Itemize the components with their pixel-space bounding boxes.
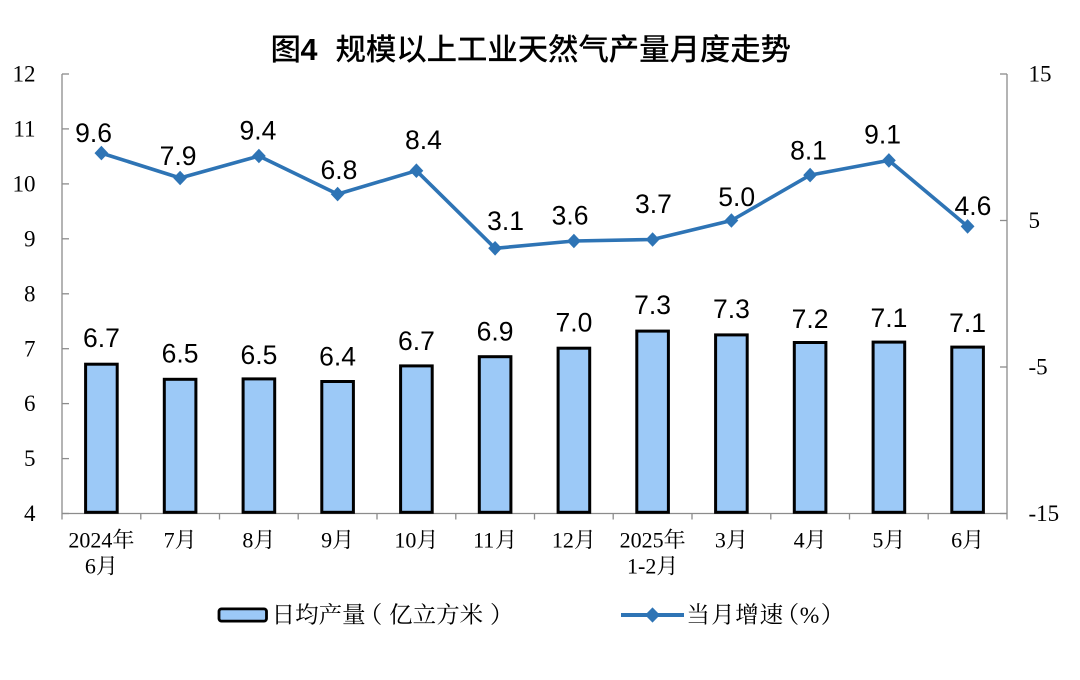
svg-text:6: 6 xyxy=(24,391,36,416)
svg-text:9.1: 9.1 xyxy=(864,120,901,150)
svg-text:4: 4 xyxy=(794,527,805,552)
svg-text:7.3: 7.3 xyxy=(634,290,671,320)
svg-text:6.7: 6.7 xyxy=(83,323,120,353)
svg-text:6: 6 xyxy=(85,554,96,579)
svg-text:7.9: 7.9 xyxy=(160,141,197,171)
svg-text:3: 3 xyxy=(715,527,726,552)
svg-text:7.1: 7.1 xyxy=(870,303,907,333)
svg-text:6.9: 6.9 xyxy=(477,317,514,347)
svg-text:3.6: 3.6 xyxy=(552,201,589,231)
svg-text:6.8: 6.8 xyxy=(320,155,357,185)
svg-text:7.3: 7.3 xyxy=(713,294,750,324)
svg-text:9.4: 9.4 xyxy=(239,116,276,146)
svg-text:7.2: 7.2 xyxy=(792,304,829,334)
svg-text:7.1: 7.1 xyxy=(949,308,986,338)
svg-text:6: 6 xyxy=(951,527,962,552)
svg-text:7: 7 xyxy=(24,336,36,361)
svg-text:-15: -15 xyxy=(1029,501,1060,526)
svg-text:2025: 2025 xyxy=(620,527,664,552)
svg-text:7: 7 xyxy=(164,527,175,552)
svg-text:10: 10 xyxy=(394,527,416,552)
svg-text:4: 4 xyxy=(301,33,318,67)
svg-text:9: 9 xyxy=(24,226,36,251)
svg-text:12: 12 xyxy=(552,527,574,552)
svg-text:8: 8 xyxy=(24,281,36,306)
svg-text:11: 11 xyxy=(473,527,494,552)
svg-text:10: 10 xyxy=(13,172,36,197)
svg-text:%: % xyxy=(800,603,820,629)
svg-text:1-2: 1-2 xyxy=(627,554,656,579)
svg-text:15: 15 xyxy=(1029,62,1052,87)
svg-text:5: 5 xyxy=(872,527,883,552)
svg-text:-5: -5 xyxy=(1029,355,1048,380)
svg-text:9.6: 9.6 xyxy=(75,118,112,148)
svg-text:6.7: 6.7 xyxy=(398,326,435,356)
svg-text:6.5: 6.5 xyxy=(240,340,277,370)
svg-text:12: 12 xyxy=(13,62,36,87)
svg-text:6.5: 6.5 xyxy=(162,339,199,369)
svg-text:4.6: 4.6 xyxy=(954,191,991,221)
svg-text:8.1: 8.1 xyxy=(790,136,827,166)
svg-text:5.0: 5.0 xyxy=(718,182,755,212)
svg-text:3.7: 3.7 xyxy=(635,189,672,219)
svg-text:6.4: 6.4 xyxy=(319,342,356,372)
svg-text:8.4: 8.4 xyxy=(405,125,442,155)
svg-text:3.1: 3.1 xyxy=(487,206,524,236)
svg-text:5: 5 xyxy=(1029,208,1041,233)
svg-text:9: 9 xyxy=(321,527,332,552)
svg-text:8: 8 xyxy=(242,527,253,552)
svg-text:5: 5 xyxy=(24,446,36,471)
svg-text:4: 4 xyxy=(24,501,36,526)
svg-text:11: 11 xyxy=(13,117,35,142)
svg-text:7.0: 7.0 xyxy=(555,308,592,338)
svg-text:2024: 2024 xyxy=(68,527,112,552)
